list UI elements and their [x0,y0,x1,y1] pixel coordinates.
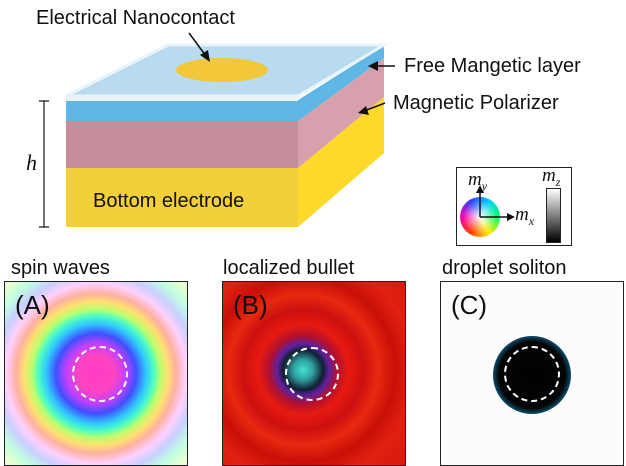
polarizer-side [298,58,384,168]
free-layer-side [298,46,384,121]
nanocontact-ring [504,346,560,402]
free-layer-front [66,100,298,121]
panel-a-title: spin waves [11,257,110,279]
free-layer-front-top [66,96,298,101]
mz-colorbar [546,188,561,243]
panel-b-tag: (B) [233,290,268,320]
nanocontact-disk [176,58,268,82]
bottom-electrode-label: Bottom electrode [93,190,245,212]
height-label: h [26,150,37,175]
axis-arrows [476,185,515,221]
nanocontact-ring [72,346,128,402]
mz-label: mz [542,165,561,189]
bottom-electrode-side [298,97,384,227]
panel-a-spin-waves: (A) [4,281,188,466]
magnetization-legend: my mx mz [456,165,572,246]
panel-b-title: localized bullet [223,257,355,279]
mx-label: mx [515,204,535,228]
panel-c-tag: (C) [451,290,488,320]
panel-c-droplet-soliton: (C) [440,281,624,466]
panel-b-localized-bullet: (B) [222,281,406,466]
panel-c-title: droplet soliton [442,257,567,279]
my-label: my [468,169,488,193]
polarizer-front [66,121,298,168]
nanocontact-ring [285,347,339,401]
panel-a-tag: (A) [15,290,50,320]
polarizer-label: Magnetic Polarizer [393,92,559,114]
free-layer-label: Free Mangetic layer [404,55,581,77]
nanocontact-label: Electrical Nanocontact [36,7,235,29]
bottom-electrode-front [66,168,298,227]
